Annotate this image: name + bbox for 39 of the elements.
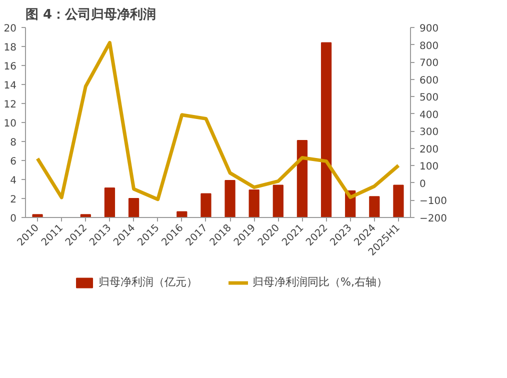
y2-tick-label: 100 xyxy=(420,162,439,173)
bar xyxy=(200,193,212,218)
y2-tick-label: 200 xyxy=(420,144,439,156)
y-tick-label: 2 xyxy=(10,194,17,206)
y-tick-label: 4 xyxy=(10,176,17,186)
bar xyxy=(32,214,43,218)
y2-tick-label: 300 xyxy=(420,127,439,138)
legend-label: 归母净利润同比（%,右轴） xyxy=(252,274,388,290)
legend-label: 归母净利润（亿元） xyxy=(98,274,198,290)
y-tick-label: 12 xyxy=(4,100,17,110)
y2-tick-label: 600 xyxy=(420,75,439,86)
y2-tick-label: 800 xyxy=(420,40,439,52)
bar xyxy=(272,184,284,218)
y2-tick-label: −100 xyxy=(420,196,447,208)
y2-tick-label: 400 xyxy=(420,110,439,121)
bar xyxy=(104,188,116,218)
y-tick-label: 20 xyxy=(4,24,17,34)
bar xyxy=(320,42,332,218)
bar xyxy=(224,180,236,218)
y2-tick-label: −200 xyxy=(420,214,447,224)
y2-tick-label: 0 xyxy=(420,178,426,190)
bar xyxy=(248,189,260,218)
y2-tick-label: 500 xyxy=(420,92,439,104)
bar xyxy=(80,214,91,218)
y-tick-label: 18 xyxy=(4,42,17,54)
bar xyxy=(369,196,380,218)
y2-tick-label: 700 xyxy=(420,58,439,70)
y2-tick-label: 900 xyxy=(420,24,439,34)
y-tick-label: 10 xyxy=(4,118,17,130)
y-tick-label: 6 xyxy=(10,156,17,168)
y-tick-label: 8 xyxy=(10,138,17,148)
bar xyxy=(296,140,308,218)
y-tick-label: 16 xyxy=(4,62,17,72)
bar xyxy=(128,198,140,218)
y-tick-label: 14 xyxy=(4,80,17,92)
bar xyxy=(393,184,404,218)
line-series xyxy=(36,40,400,202)
chart-title: 图 4：公司归母净利润 xyxy=(26,6,156,22)
y-tick-label: 0 xyxy=(10,214,17,224)
